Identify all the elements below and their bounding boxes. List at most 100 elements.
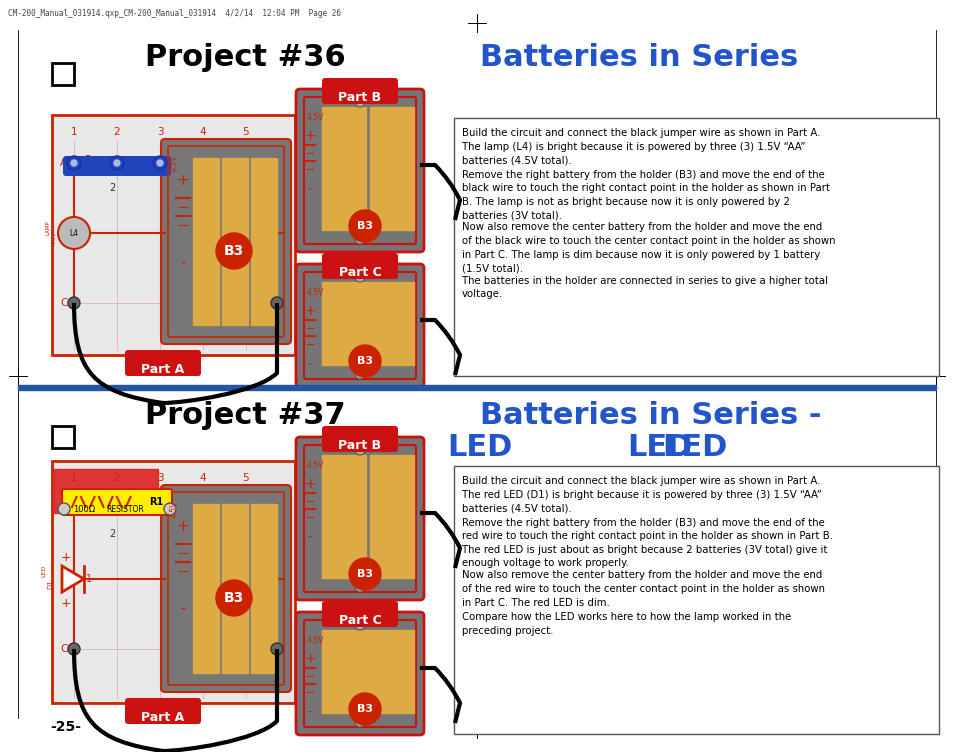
Circle shape [113,160,120,166]
FancyBboxPatch shape [62,489,172,515]
Circle shape [355,717,365,727]
Text: -: - [180,601,186,616]
Text: 2: 2 [113,127,120,137]
Text: B: B [60,228,67,238]
Circle shape [215,580,252,616]
Text: -: - [307,706,313,720]
Text: 1: 1 [261,228,267,238]
Circle shape [355,97,365,107]
Text: L4: L4 [70,229,78,238]
FancyBboxPatch shape [125,350,201,376]
Text: 4.5V: 4.5V [51,231,56,245]
Text: 3: 3 [156,127,163,137]
Text: Now also remove the center battery from the holder and move the end
of the red w: Now also remove the center battery from … [461,571,824,608]
Text: 1: 1 [86,574,92,584]
Text: B3: B3 [356,569,373,579]
Text: Batteries in Series: Batteries in Series [479,43,798,72]
Text: Part B: Part B [338,439,381,452]
Bar [322,630,414,713]
Text: 3: 3 [85,155,91,165]
Text: C: C [60,298,68,308]
Text: LED: LED [661,433,727,462]
Bar [222,158,248,325]
Text: 1: 1 [71,473,77,483]
Text: Compare how the LED works here to how the lamp worked in the
preceding project.: Compare how the LED works here to how th… [461,612,790,635]
FancyBboxPatch shape [161,139,291,344]
Text: 100Ω: 100Ω [72,505,95,514]
Text: LED: LED [447,433,512,462]
Circle shape [215,233,252,269]
Text: LED: LED [627,433,692,462]
Text: R1: R1 [149,497,163,507]
Text: -: - [307,183,313,197]
Bar [322,282,414,365]
Text: LED: LED [42,565,47,577]
Text: Project #36: Project #36 [145,43,345,72]
Text: A: A [60,158,67,168]
Bar [454,466,938,734]
Circle shape [355,445,365,455]
Circle shape [58,217,90,249]
Text: A: A [60,504,67,514]
Bar [18,385,935,390]
Text: Part C: Part C [338,266,381,279]
Text: +: + [304,477,315,491]
Bar [193,504,219,673]
Text: +: + [304,304,315,318]
FancyBboxPatch shape [295,437,423,600]
Circle shape [271,643,283,655]
Text: +: + [176,173,190,188]
Text: +: + [61,597,71,610]
Text: B3: B3 [356,704,373,714]
Bar [52,63,74,85]
Text: 4.5V: 4.5V [307,461,324,470]
Text: Build the circuit and connect the black jumper wire as shown in Part A.
The lamp: Build the circuit and connect the black … [461,128,820,165]
Bar [52,115,294,355]
Text: C: C [60,644,68,654]
Text: Remove the right battery from the holder (B3) and move the end of the
red wire t: Remove the right battery from the holder… [461,517,832,569]
Text: 2: 2 [109,183,115,193]
Text: 5: 5 [242,127,249,137]
Bar [193,158,219,325]
Text: B3: B3 [356,356,373,366]
Text: 1: 1 [261,574,267,584]
Circle shape [349,210,380,242]
Text: 2: 2 [113,473,120,483]
Text: The batteries in the holder are connected in series to give a higher total
volta: The batteries in the holder are connecte… [461,275,827,299]
Circle shape [355,272,365,282]
Text: D1: D1 [47,579,53,589]
Circle shape [349,558,380,590]
Text: Part A: Part A [141,711,185,724]
Circle shape [68,297,80,309]
Text: +: + [304,652,315,666]
FancyBboxPatch shape [63,156,171,176]
Bar [370,107,414,230]
Text: 5: 5 [242,473,249,483]
Text: B3: B3 [224,591,244,605]
Text: RESISTOR: RESISTOR [106,505,144,514]
Text: 4: 4 [199,127,206,137]
Text: B3: B3 [224,244,244,258]
Circle shape [355,620,365,630]
FancyBboxPatch shape [322,78,397,104]
FancyBboxPatch shape [295,89,423,252]
Bar [222,504,248,673]
Text: Now also remove the center battery from the holder and move the end
of the black: Now also remove the center battery from … [461,223,835,273]
Bar [454,118,938,376]
FancyBboxPatch shape [295,264,423,387]
Text: 4.5V: 4.5V [170,155,179,172]
Text: 2: 2 [109,529,115,539]
Circle shape [355,369,365,379]
Bar [251,504,276,673]
Text: Project #37: Project #37 [145,401,345,430]
Text: 4.5V: 4.5V [307,288,324,297]
Circle shape [68,643,80,655]
Text: LAMP: LAMP [46,220,51,235]
Text: 1: 1 [71,127,77,137]
Text: +: + [176,519,190,534]
Circle shape [271,297,283,309]
Circle shape [110,156,124,170]
Text: Remove the right battery from the holder (B3) and move the end of the
black wire: Remove the right battery from the holder… [461,169,829,220]
Text: 1: 1 [86,228,92,238]
Circle shape [71,160,77,166]
